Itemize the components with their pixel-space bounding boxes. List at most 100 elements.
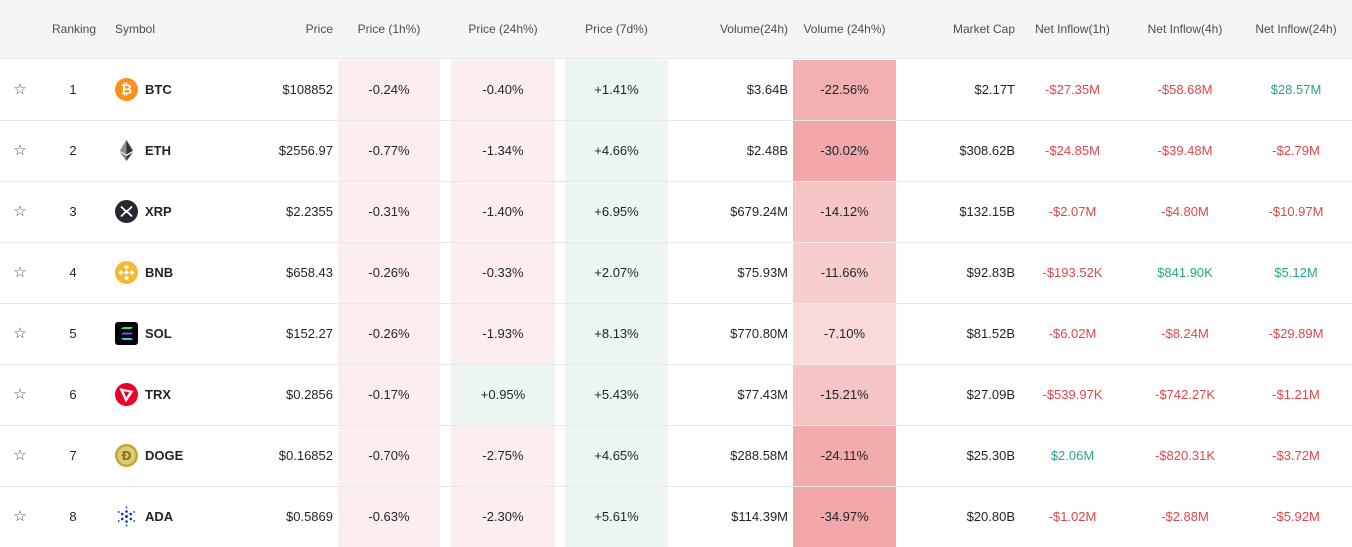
header-net-inflow-24h[interactable]: Net Inflow(24h) <box>1255 22 1337 36</box>
star-icon[interactable]: ☆ <box>13 142 27 159</box>
header-price-7d[interactable]: Price (7d%) <box>585 22 648 36</box>
price-1h: -0.26% <box>368 265 410 280</box>
rank: 2 <box>69 143 77 158</box>
price-24h: -1.34% <box>482 143 524 158</box>
svg-text:Ð: Ð <box>121 449 131 463</box>
star-icon[interactable]: ☆ <box>13 81 27 98</box>
volume-pct-bg <box>793 182 896 242</box>
table-row[interactable]: ☆ 8 ADA $0.5869 -0.63% -2.30% +5.61% $114.39M -3… <box>0 487 1352 547</box>
price-24h-bg <box>451 182 555 242</box>
net-inflow-1h: -$2.07M <box>1048 204 1097 219</box>
price-7d: +4.65% <box>594 448 639 463</box>
volume-pct: -14.12% <box>820 204 869 219</box>
table-row[interactable]: ☆ 2 ETH $2556.97 -0.77% -1.34% +4.66% $2.48B -30… <box>0 121 1352 182</box>
coin-symbol[interactable]: TRX <box>145 387 171 402</box>
header-price-1h[interactable]: Price (1h%) <box>357 22 421 36</box>
volume: $2.48B <box>746 143 788 158</box>
volume-pct-bg <box>793 487 896 547</box>
tron-icon <box>115 383 138 406</box>
volume: $288.58M <box>730 448 788 463</box>
rank: 1 <box>69 82 77 97</box>
rank: 8 <box>69 509 77 524</box>
coin-symbol[interactable]: XRP <box>145 204 172 219</box>
net-inflow-1h: $2.06M <box>1050 448 1095 463</box>
price: $2.2355 <box>286 204 333 219</box>
header-net-inflow-4h[interactable]: Net Inflow(4h) <box>1147 22 1223 36</box>
header-net-inflow-1h[interactable]: Net Inflow(1h) <box>1035 22 1110 36</box>
net-inflow-1h: -$24.85M <box>1045 143 1100 158</box>
price-7d-bg <box>565 243 668 303</box>
header-price[interactable]: Price <box>305 22 333 36</box>
table-row[interactable]: ☆ 6 TRX $0.2856 -0.17% +0.95% +5.43% $77.43M -15… <box>0 365 1352 426</box>
price-7d: +4.66% <box>594 143 639 158</box>
price-1h: -0.17% <box>368 387 410 402</box>
volume: $770.80M <box>730 326 788 341</box>
star-icon[interactable]: ☆ <box>13 203 27 220</box>
price-7d-bg <box>565 121 668 181</box>
coin-symbol[interactable]: DOGE <box>145 448 184 463</box>
volume: $114.39M <box>731 509 788 524</box>
market-cap: $20.80B <box>966 509 1015 524</box>
market-cap: $27.09B <box>966 387 1015 402</box>
coin-symbol[interactable]: BNB <box>145 265 174 280</box>
net-inflow-4h: -$58.68M <box>1157 82 1213 97</box>
coin-symbol[interactable]: ADA <box>145 509 174 524</box>
net-inflow-4h: -$2.88M <box>1161 509 1209 524</box>
volume-pct: -24.11% <box>820 448 869 463</box>
volume-pct: -7.10% <box>823 326 866 341</box>
price-24h-bg <box>451 121 555 181</box>
table-row[interactable]: ☆ 7 Ð DOGE $0.16852 -0.70% -2.75% +4.65% $288.58… <box>0 426 1352 487</box>
table-header: Ranking Symbol Price Price (1h%) Price (… <box>0 0 1352 59</box>
price: $108852 <box>282 82 333 97</box>
price-24h: -1.93% <box>482 326 524 341</box>
net-inflow-24h: -$29.89M <box>1268 326 1324 341</box>
net-inflow-24h: $5.12M <box>1274 265 1318 280</box>
dogecoin-icon: Ð <box>115 444 138 467</box>
price-1h-bg <box>338 365 440 425</box>
price-1h-bg <box>338 487 440 547</box>
coin-symbol[interactable]: SOL <box>145 326 172 341</box>
net-inflow-1h: -$539.97K <box>1042 387 1103 402</box>
volume-pct: -15.21% <box>820 387 869 402</box>
price-24h-bg <box>451 304 555 364</box>
volume-pct: -11.66% <box>820 265 869 280</box>
price: $0.16852 <box>278 448 333 463</box>
price-1h-bg <box>338 121 440 181</box>
star-icon[interactable]: ☆ <box>13 386 27 403</box>
net-inflow-4h: $841.90K <box>1157 265 1213 280</box>
price-7d: +5.61% <box>594 509 639 524</box>
ethereum-icon <box>115 139 138 162</box>
net-inflow-24h: -$2.79M <box>1272 143 1320 158</box>
header-volume[interactable]: Volume(24h) <box>719 22 788 36</box>
header-price-24h[interactable]: Price (24h%) <box>468 22 538 36</box>
star-icon[interactable]: ☆ <box>13 447 27 464</box>
price-7d-bg <box>565 304 668 364</box>
price-7d-bg <box>565 426 668 486</box>
price: $152.27 <box>286 326 333 341</box>
star-icon[interactable]: ☆ <box>13 264 27 281</box>
price-1h-bg <box>338 304 440 364</box>
price: $658.43 <box>286 265 333 280</box>
price-7d-bg <box>565 182 668 242</box>
star-icon[interactable]: ☆ <box>13 508 27 525</box>
net-inflow-1h: -$6.02M <box>1048 326 1097 341</box>
net-inflow-24h: -$10.97M <box>1268 204 1324 219</box>
header-volume-pct[interactable]: Volume (24h%) <box>803 22 886 36</box>
star-icon[interactable]: ☆ <box>13 325 27 342</box>
market-cap: $2.17T <box>974 82 1015 97</box>
table-row[interactable]: ☆ 1 ₿ BTC $108852 -0.24% -0.40% +1.41% $3.64B -22… <box>0 60 1352 121</box>
header-market-cap[interactable]: Market Cap <box>952 22 1015 36</box>
header-symbol[interactable]: Symbol <box>115 22 156 36</box>
coin-symbol[interactable]: ETH <box>145 143 171 158</box>
header-ranking[interactable]: Ranking <box>52 22 97 36</box>
volume-pct-bg <box>793 243 896 303</box>
price-1h: -0.24% <box>368 82 410 97</box>
table-row[interactable]: ☆ 4 BNB $658.43 -0.26% -0.33% +2.07% $75.93M -11… <box>0 243 1352 304</box>
table-row[interactable]: ☆ 5 SOL $152.27 -0.26% -1.93% +8.13% $770.80M -7… <box>0 304 1352 365</box>
price-24h: -0.40% <box>482 82 524 97</box>
price-1h: -0.63% <box>368 509 410 524</box>
market-cap: $25.30B <box>966 448 1015 463</box>
table-row[interactable]: ☆ 3 XRP $2.2355 -0.31% -1.40% +6.95% $679.24M -1… <box>0 182 1352 243</box>
coin-symbol[interactable]: BTC <box>145 82 172 97</box>
market-cap: $81.52B <box>966 326 1015 341</box>
